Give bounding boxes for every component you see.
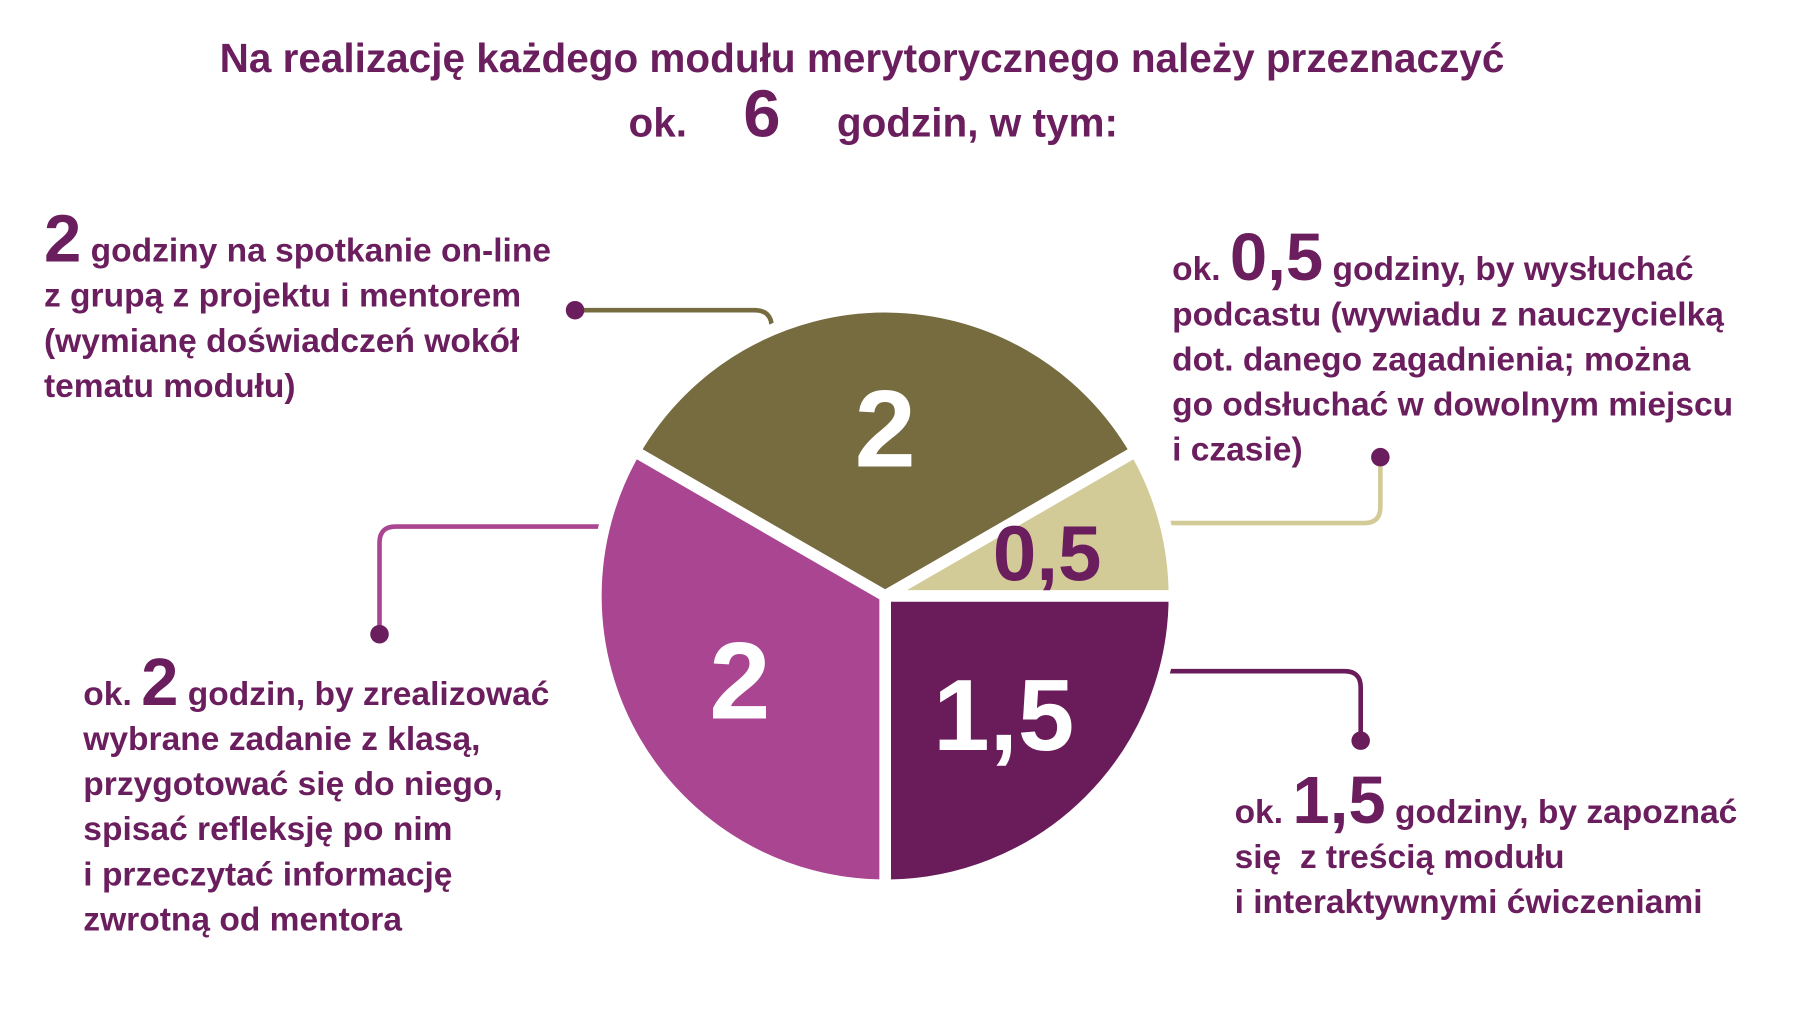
slice-label: 2 — [855, 369, 916, 491]
annotation-line: go odsłuchać w dowolnym miejscu — [1172, 387, 1733, 424]
connector — [575, 307, 775, 336]
annotation-text: godziny, by zapoznać — [1395, 794, 1737, 831]
annotation-line: (wymianę doświadczeń wokół — [44, 323, 520, 360]
annotation-number: 2 — [44, 202, 81, 277]
connector — [1162, 668, 1364, 741]
connector-dot — [1371, 447, 1390, 467]
annotation-number: 1,5 — [1292, 763, 1385, 838]
annotation-line: z grupą z projektu i mentorem — [44, 278, 521, 315]
annotation-line: zwrotną od mentora — [83, 901, 402, 938]
annotation-line: i czasie) — [1172, 432, 1303, 469]
title-suffix: godzin, w tym: — [837, 100, 1118, 146]
slice-label: 0,5 — [993, 509, 1102, 597]
annotation-line: wybrane zadanie z klasą, — [82, 721, 480, 758]
annotation-prefix: ok. — [1235, 794, 1283, 831]
annotation-line: się z treścią modułu — [1235, 839, 1565, 876]
annotation-line: dot. danego zagadnienia; można — [1172, 341, 1690, 378]
annotation-number: 2 — [141, 645, 178, 720]
annotation-line: ok. 2 godzin, by zrealizować — [83, 645, 549, 720]
connector — [1162, 457, 1383, 526]
annotation-prefix: ok. — [1172, 251, 1220, 288]
annotation-line: spisać refleksję po nim — [83, 811, 452, 848]
annotation-line: 2 godziny na spotkanie on-line — [44, 202, 551, 277]
annotation-line: i przeczytać informację — [83, 856, 452, 893]
annotation-text: godzin, by zrealizować — [188, 676, 550, 713]
title-prefix: ok. — [629, 100, 688, 146]
title-line-1: Na realizację każdego modułu merytoryczn… — [220, 35, 1505, 81]
pie: 2 0,5 1,5 2 — [590, 301, 1181, 892]
pie-slice — [628, 301, 1142, 602]
annotation-line: tematu modułu) — [44, 368, 296, 405]
connector-dot — [370, 624, 389, 644]
annotation-line: i interaktywnymi ćwiczeniami — [1235, 884, 1703, 921]
annotation-text: godziny na spotkanie on-line — [91, 233, 551, 270]
title-line-2: ok. 6 godzin, w tym: — [572, 77, 1151, 152]
connector — [377, 524, 604, 635]
annotation-prefix: ok. — [83, 676, 131, 713]
pie-slice — [879, 445, 1181, 602]
title-number: 6 — [743, 77, 780, 152]
annotation-line: przygotować się do niego, — [83, 766, 502, 803]
annotation-line: ok. 0,5 godziny, by wysłuchać — [1172, 220, 1693, 295]
pie-slice — [590, 445, 891, 892]
slice-label: 1,5 — [933, 659, 1074, 772]
annotation-number: 0,5 — [1230, 220, 1323, 295]
annotation-line: ok. 1,5 godziny, by zapoznać — [1235, 763, 1738, 838]
annotation-line: podcastu (wywiadu z nauczycielką — [1172, 296, 1724, 333]
connector-dot — [565, 300, 585, 320]
annotation-text: godziny, by wysłuchać — [1333, 251, 1694, 288]
pie-slice — [879, 590, 1181, 892]
slice-label: 2 — [709, 620, 770, 742]
connector-dot — [1351, 731, 1370, 750]
